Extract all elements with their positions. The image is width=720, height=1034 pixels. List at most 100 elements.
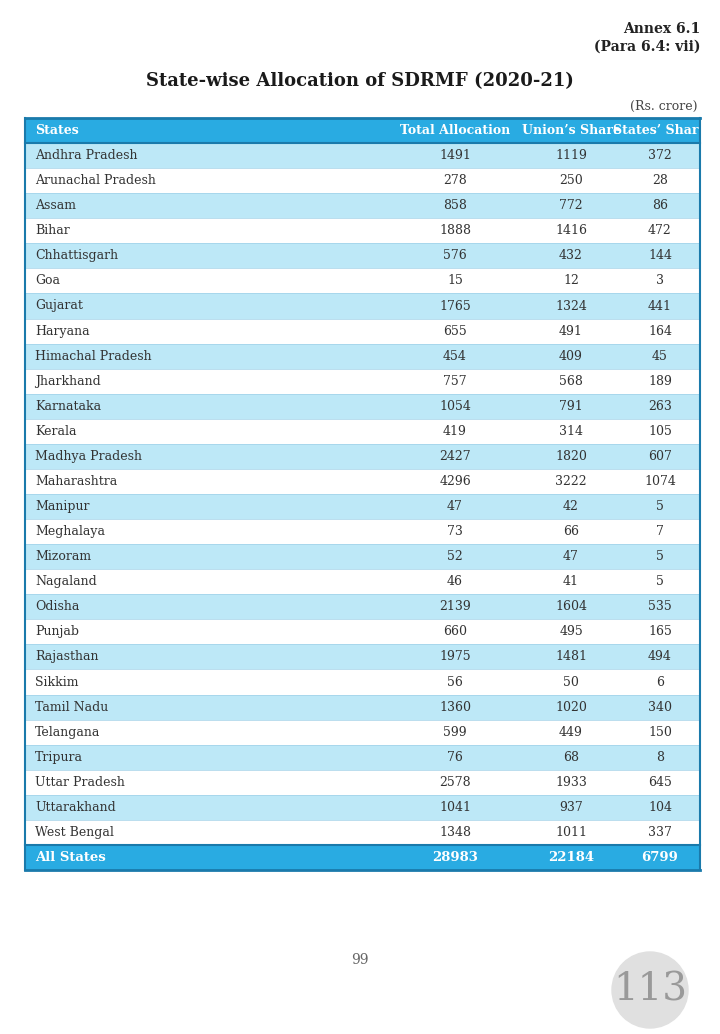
Bar (25, 644, 700, 669)
Bar (25, 569, 700, 595)
Text: 645: 645 (648, 776, 672, 789)
Text: 791: 791 (559, 400, 583, 413)
Text: West Bengal: West Bengal (35, 826, 114, 839)
Text: Assam: Assam (35, 200, 76, 212)
Text: 772: 772 (559, 200, 582, 212)
Text: 4296: 4296 (439, 475, 471, 488)
Text: 47: 47 (447, 500, 463, 513)
Text: 1481: 1481 (555, 650, 587, 664)
Text: 1348: 1348 (439, 826, 471, 839)
Bar (25, 595, 700, 619)
Text: Uttar Pradesh: Uttar Pradesh (35, 776, 125, 789)
Text: Goa: Goa (35, 274, 60, 287)
Text: Madhya Pradesh: Madhya Pradesh (35, 450, 142, 463)
Text: 1041: 1041 (439, 801, 471, 814)
Text: Odisha: Odisha (35, 601, 79, 613)
Text: 1888: 1888 (439, 224, 471, 237)
Bar (25, 143, 700, 169)
Text: 86: 86 (652, 200, 668, 212)
Bar (25, 845, 700, 870)
Text: Rajasthan: Rajasthan (35, 650, 99, 664)
Text: 104: 104 (648, 801, 672, 814)
Text: 432: 432 (559, 249, 583, 263)
Text: 1360: 1360 (439, 701, 471, 713)
Text: 1074: 1074 (644, 475, 676, 488)
Text: 99: 99 (351, 953, 369, 967)
Text: 1119: 1119 (555, 149, 587, 162)
Text: 1054: 1054 (439, 400, 471, 413)
Text: 449: 449 (559, 726, 583, 738)
Text: (Rs. crore): (Rs. crore) (631, 100, 698, 113)
Text: 372: 372 (648, 149, 672, 162)
Text: Punjab: Punjab (35, 626, 79, 638)
Text: 28: 28 (652, 174, 668, 187)
Text: (Para 6.4: vii): (Para 6.4: vii) (593, 40, 700, 54)
Bar (25, 494, 700, 519)
Text: 150: 150 (648, 726, 672, 738)
Text: 47: 47 (563, 550, 579, 564)
Text: Nagaland: Nagaland (35, 575, 96, 588)
Text: 599: 599 (444, 726, 467, 738)
Text: Union’s Share: Union’s Share (521, 124, 621, 138)
Text: 655: 655 (443, 325, 467, 337)
Bar (25, 419, 700, 444)
Text: 337: 337 (648, 826, 672, 839)
Text: 105: 105 (648, 425, 672, 437)
Text: State-wise Allocation of SDRMF (2020-21): State-wise Allocation of SDRMF (2020-21) (146, 72, 574, 90)
Text: 263: 263 (648, 400, 672, 413)
Text: 340: 340 (648, 701, 672, 713)
Text: 22184: 22184 (548, 851, 594, 864)
Text: 73: 73 (447, 525, 463, 538)
Text: 6: 6 (656, 675, 664, 689)
Text: 56: 56 (447, 675, 463, 689)
Text: 1020: 1020 (555, 701, 587, 713)
Bar (25, 369, 700, 394)
Bar (25, 744, 700, 769)
Text: 68: 68 (563, 751, 579, 764)
Bar (25, 444, 700, 469)
Bar (25, 294, 700, 318)
Text: Annex 6.1: Annex 6.1 (623, 22, 700, 36)
Text: Tripura: Tripura (35, 751, 83, 764)
Text: 5: 5 (656, 550, 664, 564)
Text: Arunachal Pradesh: Arunachal Pradesh (35, 174, 156, 187)
Text: 113: 113 (613, 972, 687, 1008)
Text: Andhra Pradesh: Andhra Pradesh (35, 149, 138, 162)
Bar (25, 343, 700, 369)
Text: 535: 535 (648, 601, 672, 613)
Text: States: States (35, 124, 78, 138)
Text: 441: 441 (648, 300, 672, 312)
Text: 472: 472 (648, 224, 672, 237)
Text: 46: 46 (447, 575, 463, 588)
Bar (25, 695, 700, 720)
Bar (25, 269, 700, 294)
Text: Himachal Pradesh: Himachal Pradesh (35, 349, 152, 363)
Text: Karnataka: Karnataka (35, 400, 101, 413)
Text: 576: 576 (443, 249, 467, 263)
Text: Mizoram: Mizoram (35, 550, 91, 564)
Text: 1011: 1011 (555, 826, 587, 839)
Text: Jharkhand: Jharkhand (35, 374, 101, 388)
Bar (25, 795, 700, 820)
Text: 757: 757 (444, 374, 467, 388)
Text: 495: 495 (559, 626, 583, 638)
Bar (25, 619, 700, 644)
Bar (25, 720, 700, 744)
Text: 1491: 1491 (439, 149, 471, 162)
Text: 1604: 1604 (555, 601, 587, 613)
Text: All States: All States (35, 851, 106, 864)
Bar (25, 669, 700, 695)
Text: 937: 937 (559, 801, 583, 814)
Text: 568: 568 (559, 374, 583, 388)
Text: 494: 494 (648, 650, 672, 664)
Text: 41: 41 (563, 575, 579, 588)
Text: 15: 15 (447, 274, 463, 287)
Text: 250: 250 (559, 174, 583, 187)
Text: Bihar: Bihar (35, 224, 70, 237)
Text: Maharashtra: Maharashtra (35, 475, 117, 488)
Text: 491: 491 (559, 325, 583, 337)
Text: 5: 5 (656, 575, 664, 588)
Text: 12: 12 (563, 274, 579, 287)
Text: Haryana: Haryana (35, 325, 89, 337)
Text: 8: 8 (656, 751, 664, 764)
